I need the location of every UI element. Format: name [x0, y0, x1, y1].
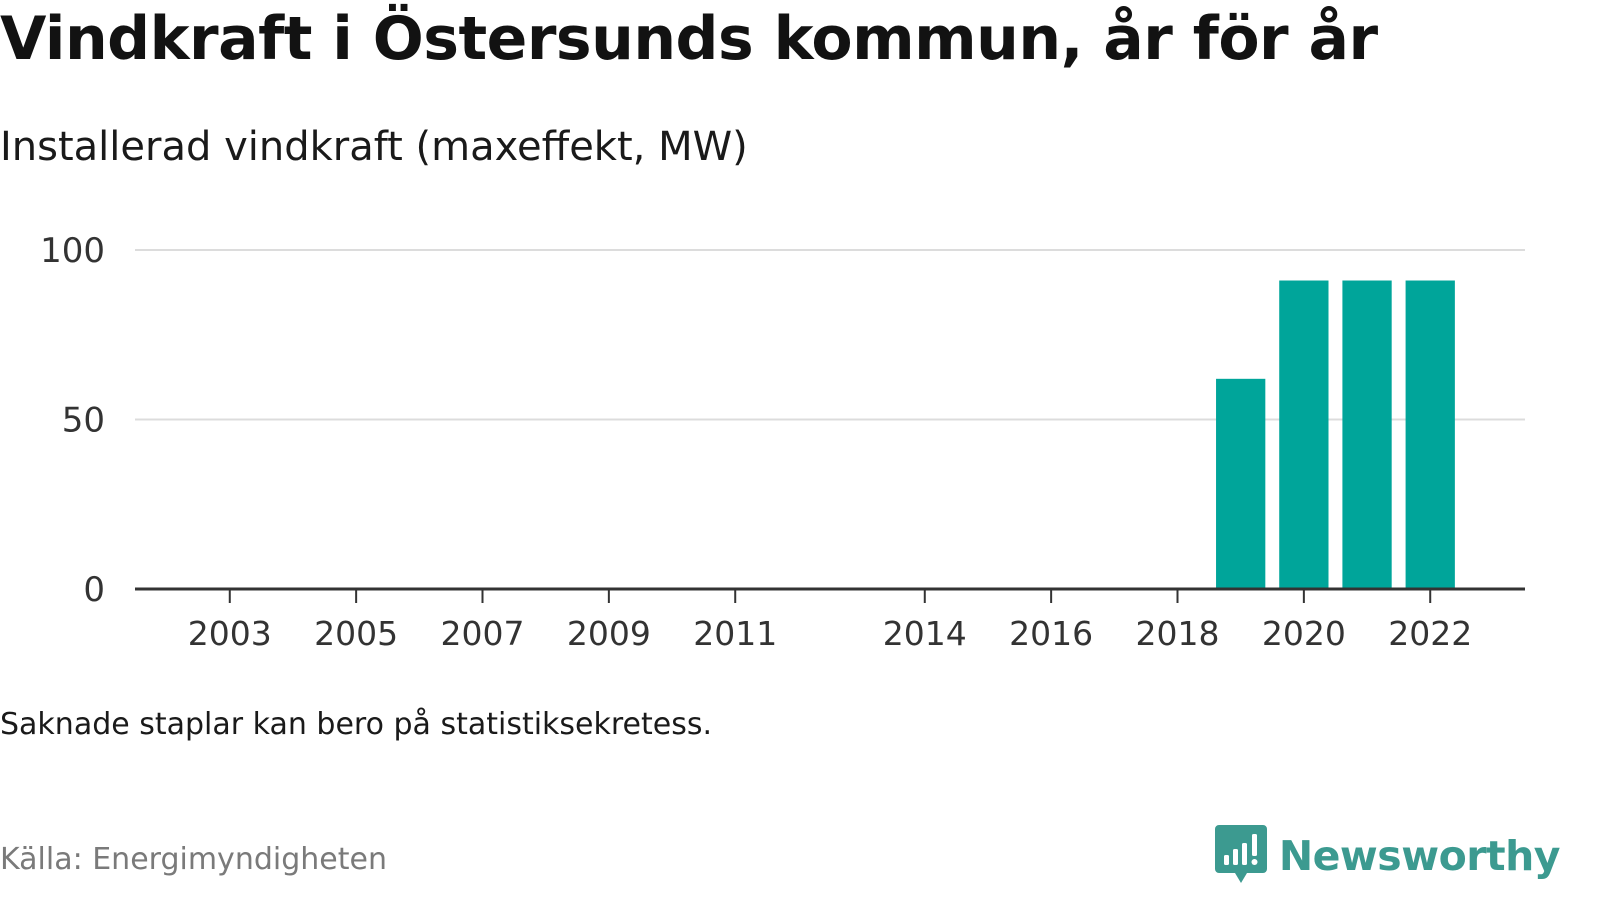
x-tick-label-2020: 2020 — [1262, 614, 1346, 653]
x-tick-label-2007: 2007 — [441, 614, 525, 653]
newsworthy-logo-icon — [1214, 825, 1267, 883]
y-tick-labels: 0 50 100 — [40, 231, 105, 610]
x-tick-label-2022: 2022 — [1388, 614, 1472, 653]
y-tick-label-100: 100 — [40, 231, 105, 271]
x-tick-label-2005: 2005 — [314, 614, 398, 653]
x-tick-labels: 2003 2005 2007 2009 2011 2014 2016 2018 2020 2022 — [188, 614, 1472, 653]
x-tick-label-2018: 2018 — [1136, 614, 1220, 653]
x-tick-label-2016: 2016 — [1009, 614, 1093, 653]
bar-2021 — [1342, 280, 1392, 589]
bar-2019 — [1216, 378, 1266, 589]
x-tick-label-2011: 2011 — [693, 614, 777, 653]
x-tick-label-2003: 2003 — [188, 614, 272, 653]
x-tick-label-2009: 2009 — [567, 614, 651, 653]
bars — [1216, 280, 1455, 589]
bar-2022 — [1405, 280, 1455, 589]
y-tick-label-0: 0 — [83, 570, 105, 610]
footnote: Saknade staplar kan bero på statistiksek… — [0, 707, 713, 742]
brand-name: Newsworthy — [1278, 832, 1561, 880]
chart-subtitle: Installerad vindkraft (maxeffekt, MW) — [0, 124, 748, 170]
chart-title: Vindkraft i Östersunds kommun, år för år — [0, 4, 1378, 74]
x-tick-label-2014: 2014 — [883, 614, 967, 653]
y-tick-label-50: 50 — [62, 401, 105, 441]
brand-logo: Newsworthy — [1214, 825, 1561, 886]
x-axis — [135, 587, 1525, 603]
source-credit: Källa: Energimyndigheten — [0, 842, 387, 877]
bar-2020 — [1279, 280, 1329, 589]
